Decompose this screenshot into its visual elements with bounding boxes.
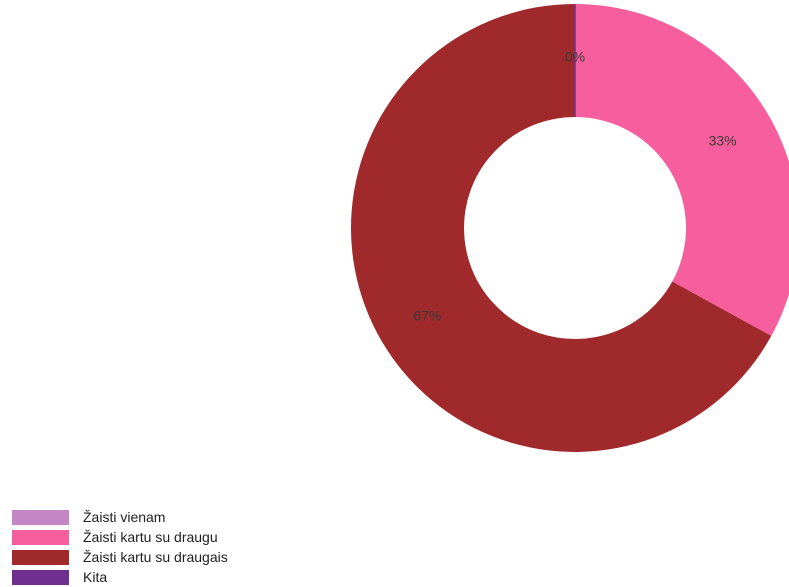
legend-item-zaisti-vienam: Žaisti vienam [12, 507, 228, 527]
legend-label: Kita [83, 568, 108, 585]
legend-item-zaisti-kartu-su-draugu: Žaisti kartu su draugu [12, 527, 228, 547]
slice-value-label: 0% [565, 49, 585, 65]
legend-swatch [12, 529, 69, 545]
donut-slices [351, 4, 789, 452]
slice-labels: 0% 33% 67% [413, 49, 736, 324]
legend-item-kita: Kita [12, 567, 228, 587]
slice-value-label: 67% [413, 307, 441, 323]
legend-label: Žaisti kartu su draugais [83, 548, 228, 565]
donut-slice-1 [575, 4, 789, 336]
legend-swatch [12, 549, 69, 565]
legend-swatch [12, 509, 69, 525]
legend-swatch [12, 569, 69, 585]
donut-slice-2 [351, 4, 772, 452]
chart-legend: Žaisti vienam Žaisti kartu su draugu Žai… [12, 507, 228, 587]
legend-item-zaisti-kartu-su-draugais: Žaisti kartu su draugais [12, 547, 228, 567]
legend-label: Žaisti vienam [83, 508, 166, 525]
slice-value-label: 33% [709, 133, 737, 149]
legend-label: Žaisti kartu su draugu [83, 528, 218, 545]
